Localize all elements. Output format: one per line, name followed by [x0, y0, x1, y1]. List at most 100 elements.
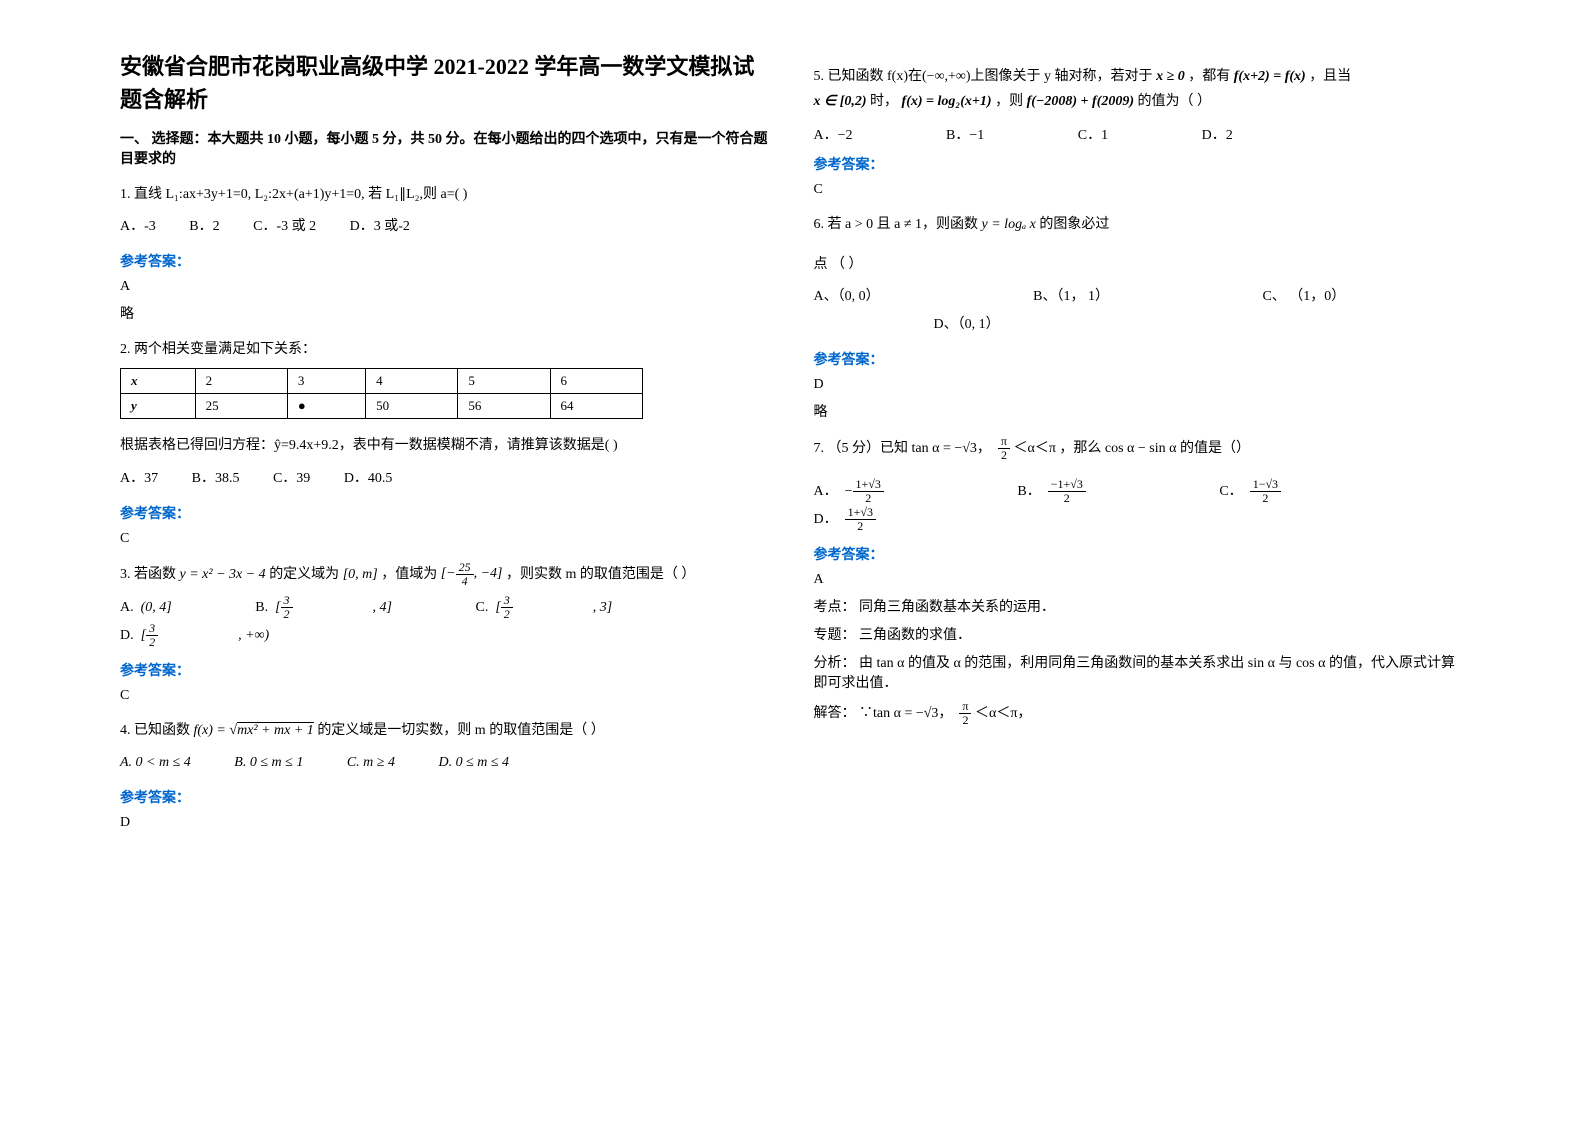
- table-cell: y: [121, 394, 196, 419]
- table-cell: 25: [195, 394, 287, 419]
- question-7: 7. （5 分）已知 tan α = −√3， π2 ＜α＜π ，那么 cos …: [814, 435, 1468, 462]
- q4-answer-label: 参考答案：: [120, 787, 774, 807]
- q6-answer: D: [814, 377, 1468, 393]
- q7-opt-c: C． 1−√32: [1219, 478, 1361, 506]
- q3-answer-label: 参考答案：: [120, 660, 774, 680]
- q2-after-table: 根据表格已得回归方程：ŷ=9.4x+9.2，表中有一数据模糊不清，请推算该数据是…: [120, 433, 774, 458]
- q2-table: x 2 3 4 5 6 y 25 ● 50 56 64: [120, 368, 643, 419]
- question-4-options: A. 0 < m ≤ 4 B. 0 ≤ m ≤ 1 C. m ≥ 4 D. 0 …: [120, 749, 774, 777]
- q5-text-e: ，则: [995, 94, 1023, 109]
- table-cell: 3: [287, 369, 365, 394]
- table-cell: 50: [366, 394, 458, 419]
- q1-answer-label: 参考答案：: [120, 251, 774, 271]
- q6-opt-c: C、 （1，0）: [1262, 283, 1345, 311]
- q2-answer-label: 参考答案：: [120, 503, 774, 523]
- q3-opt-c: C. [32, 3]: [476, 594, 653, 622]
- kaodian-label: 考点：: [814, 600, 856, 615]
- q5-cond3: x ∈ [0,2): [814, 94, 867, 109]
- q3-opt-b: B. [32, 4]: [255, 594, 432, 622]
- q7-opt-d: D． 1+√32: [814, 506, 956, 534]
- q7-opt-b: B． −1+√32: [1017, 478, 1165, 506]
- table-cell: 56: [458, 394, 550, 419]
- q1-answer: A: [120, 279, 774, 295]
- question-2-text: 2. 两个相关变量满足如下关系：: [120, 337, 774, 362]
- q3-opt-a: A. (0, 4]: [120, 594, 212, 622]
- q6-text-a: 6. 若 a > 0 且 a ≠ 1，则函数: [814, 217, 979, 232]
- question-6-options: A、（0, 0） B、（1， 1） C、 （1，0） D、（0, 1）: [814, 283, 1468, 339]
- q7-opt-a: A． −1+√32: [814, 478, 964, 506]
- q4-formula: f(x) = √mx² + mx + 1: [194, 722, 314, 738]
- question-1-text: 1. 直线 L₁:ax+3y+1=0, L₂:2x+(a+1)y+1=0, 若 …: [120, 182, 774, 207]
- q2-opt-a: A．37: [120, 465, 158, 493]
- table-cell: x: [121, 369, 196, 394]
- q5-text-f: 的值为（ ）: [1138, 94, 1212, 109]
- q5-text-b: ，都有: [1188, 69, 1230, 84]
- q3-formula3: [−254, −4]: [441, 566, 503, 581]
- q5-opt-c: C．1: [1078, 124, 1108, 144]
- table-cell: 64: [550, 394, 642, 419]
- question-4: 4. 已知函数 f(x) = √mx² + mx + 1 的定义域是一切实数，则…: [120, 718, 774, 743]
- table-cell: 5: [458, 369, 550, 394]
- q4-opt-c: C. m ≥ 4: [347, 749, 395, 777]
- page-title: 安徽省合肥市花岗职业高级中学 2021-2022 学年高一数学文模拟试题含解析: [120, 50, 774, 116]
- question-1-options: A．-3 B．2 C．-3 或 2 D．3 或-2: [120, 213, 774, 241]
- table-cell: ●: [287, 394, 365, 419]
- q6-opt-d: D、（0, 1）: [934, 311, 1000, 339]
- q7-kaodian: 考点： 同角三角函数基本关系的运用．: [814, 596, 1468, 616]
- q6-formula: y = logₐ x: [982, 217, 1036, 232]
- q6-text-c: 点 （ ）: [814, 252, 1468, 277]
- q5-answer: C: [814, 182, 1468, 198]
- q6-opt-b: B、（1， 1）: [1033, 283, 1109, 311]
- fenxi-label: 分析：: [814, 656, 856, 671]
- q5-answer-label: 参考答案：: [814, 154, 1468, 174]
- q5-opt-a: A．−2: [814, 124, 853, 144]
- q1-opt-a: A．-3: [120, 213, 156, 241]
- q3-formula1: y = x² − 3x − 4: [180, 566, 266, 581]
- q6-answer-label: 参考答案：: [814, 349, 1468, 369]
- q5-cond1: x ≥ 0: [1156, 69, 1185, 84]
- q6-note: 略: [814, 401, 1468, 421]
- left-column: 安徽省合肥市花岗职业高级中学 2021-2022 学年高一数学文模拟试题含解析 …: [100, 50, 794, 1072]
- q3-answer: C: [120, 688, 774, 704]
- table-cell: 6: [550, 369, 642, 394]
- question-6: 6. 若 a > 0 且 a ≠ 1，则函数 y = logₐ x 的图象必过: [814, 212, 1468, 237]
- right-column: 5. 已知函数 f(x)在(−∞,+∞)上图像关于 y 轴对称，若对于 x ≥ …: [794, 50, 1488, 1072]
- kaodian-text: 同角三角函数基本关系的运用．: [859, 600, 1055, 615]
- q5-opt-b: B．−1: [946, 124, 984, 144]
- q5-cond4: f(x) = log₂(x+1): [902, 94, 992, 109]
- q7-jieda: 解答： ∵tan α = −√3， π2 ＜α＜π，: [814, 700, 1468, 727]
- q2-opt-d: D．40.5: [344, 465, 393, 493]
- q1-opt-d: D．3 或-2: [350, 213, 410, 241]
- table-cell: 4: [366, 369, 458, 394]
- q5-text-a: 5. 已知函数 f(x)在(−∞,+∞)上图像关于 y 轴对称，若对于: [814, 69, 1153, 84]
- section-1-heading: 一、 选择题：本大题共 10 小题，每小题 5 分，共 50 分。在每小题给出的…: [120, 128, 774, 168]
- question-3: 3. 若函数 y = x² − 3x − 4 的定义域为 [0, m] ，值域为…: [120, 561, 774, 588]
- table-row: x 2 3 4 5 6: [121, 369, 643, 394]
- q3-text-b: 的定义域为: [269, 566, 339, 581]
- q5-text-c: ，且当: [1309, 69, 1351, 84]
- q4-opt-d: D. 0 ≤ m ≤ 4: [438, 749, 509, 777]
- q4-answer: D: [120, 815, 774, 831]
- question-5: 5. 已知函数 f(x)在(−∞,+∞)上图像关于 y 轴对称，若对于 x ≥ …: [814, 64, 1468, 114]
- q6-opt-a: A、（0, 0）: [814, 283, 880, 311]
- q1-opt-c: C．-3 或 2: [253, 213, 316, 241]
- q7-answer: A: [814, 572, 1468, 588]
- q3-text-d: ，则实数 m 的取值范围是（ ）: [506, 566, 695, 581]
- question-2-options: A．37 B．38.5 C．39 D．40.5: [120, 465, 774, 493]
- q3-opt-d: D. [32, +∞): [120, 622, 309, 650]
- q2-opt-c: C．39: [273, 465, 310, 493]
- zhuanti-label: 专题：: [814, 628, 856, 643]
- q7-answer-label: 参考答案：: [814, 544, 1468, 564]
- q4-text-b: 的定义域是一切实数，则 m 的取值范围是（ ）: [317, 723, 604, 738]
- q1-opt-b: B．2: [189, 213, 219, 241]
- q2-answer: C: [120, 531, 774, 547]
- fenxi-text: 由 tan α 的值及 α 的范围，利用同角三角函数间的基本关系求出 sin α…: [814, 656, 1455, 691]
- q4-opt-b: B. 0 ≤ m ≤ 1: [234, 749, 303, 777]
- question-3-options: A. (0, 4] B. [32, 4] C. [32, 3] D. [32, …: [120, 594, 774, 650]
- q2-opt-b: B．38.5: [192, 465, 240, 493]
- q3-formula2: [0, m]: [343, 566, 378, 581]
- q5-cond2: f(x+2) = f(x): [1234, 69, 1306, 84]
- q7-zhuanti: 专题： 三角函数的求值．: [814, 624, 1468, 644]
- jieda-label: 解答：: [814, 706, 856, 721]
- table-row: y 25 ● 50 56 64: [121, 394, 643, 419]
